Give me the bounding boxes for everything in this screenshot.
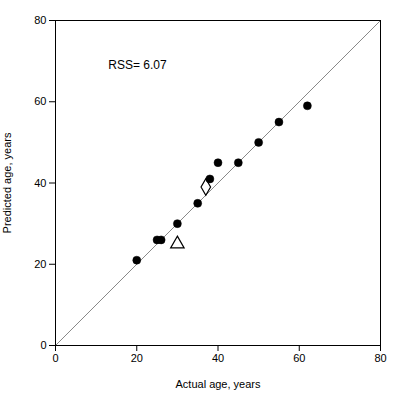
svg-text:20: 20 [34,258,46,270]
svg-text:0: 0 [40,339,46,351]
svg-text:Predicted age, years: Predicted age, years [1,132,13,233]
svg-text:80: 80 [34,14,46,26]
svg-text:60: 60 [34,95,46,107]
svg-text:40: 40 [212,352,224,364]
svg-text:RSS= 6.07: RSS= 6.07 [108,58,167,72]
svg-text:0: 0 [52,352,58,364]
svg-text:20: 20 [131,352,143,364]
svg-text:80: 80 [374,352,386,364]
svg-text:Actual age, years: Actual age, years [176,378,261,390]
svg-text:40: 40 [34,177,46,189]
svg-text:60: 60 [293,352,305,364]
